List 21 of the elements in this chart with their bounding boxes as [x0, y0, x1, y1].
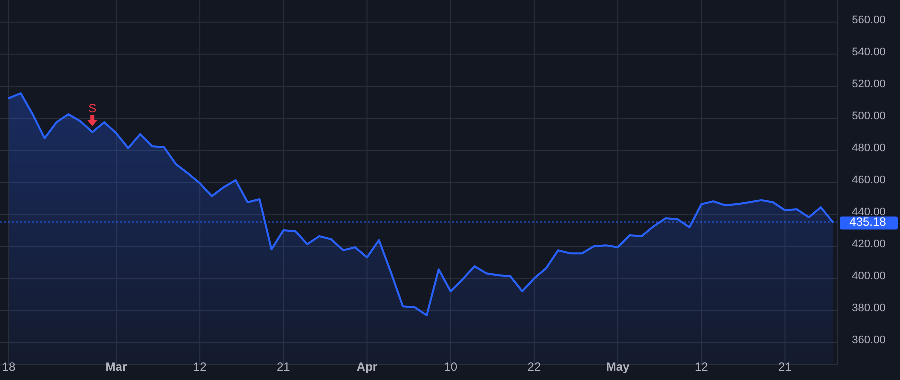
y-tick-label: 400.00	[852, 270, 886, 283]
x-tick-label: 22	[528, 360, 542, 374]
x-tick-label: 21	[276, 360, 291, 374]
annotation: S	[88, 101, 97, 116]
x-tick-label: 10	[444, 360, 458, 374]
x-tick-label: 21	[778, 360, 792, 374]
x-tick-label: Mar	[106, 360, 128, 374]
x-tick-label: 12	[193, 360, 208, 374]
x-tick-label: 18	[2, 360, 16, 374]
x-tick-label: Apr	[356, 360, 378, 374]
y-tick-label: 500.00	[852, 110, 886, 122]
y-tick-label: 520.00	[852, 78, 886, 90]
x-tick-label: May	[606, 360, 630, 374]
y-tick-label: 560.00	[852, 14, 886, 26]
x-tick-label: 12	[694, 360, 709, 374]
y-tick-label: 480.00	[852, 142, 886, 154]
y-tick-label: 360.00	[852, 334, 886, 347]
y-tick-label: 460.00	[852, 174, 886, 186]
y-tick-label: 420.00	[852, 238, 886, 251]
y-tick-label: 380.00	[852, 302, 886, 315]
y-tick-label: 540.00	[852, 46, 886, 58]
